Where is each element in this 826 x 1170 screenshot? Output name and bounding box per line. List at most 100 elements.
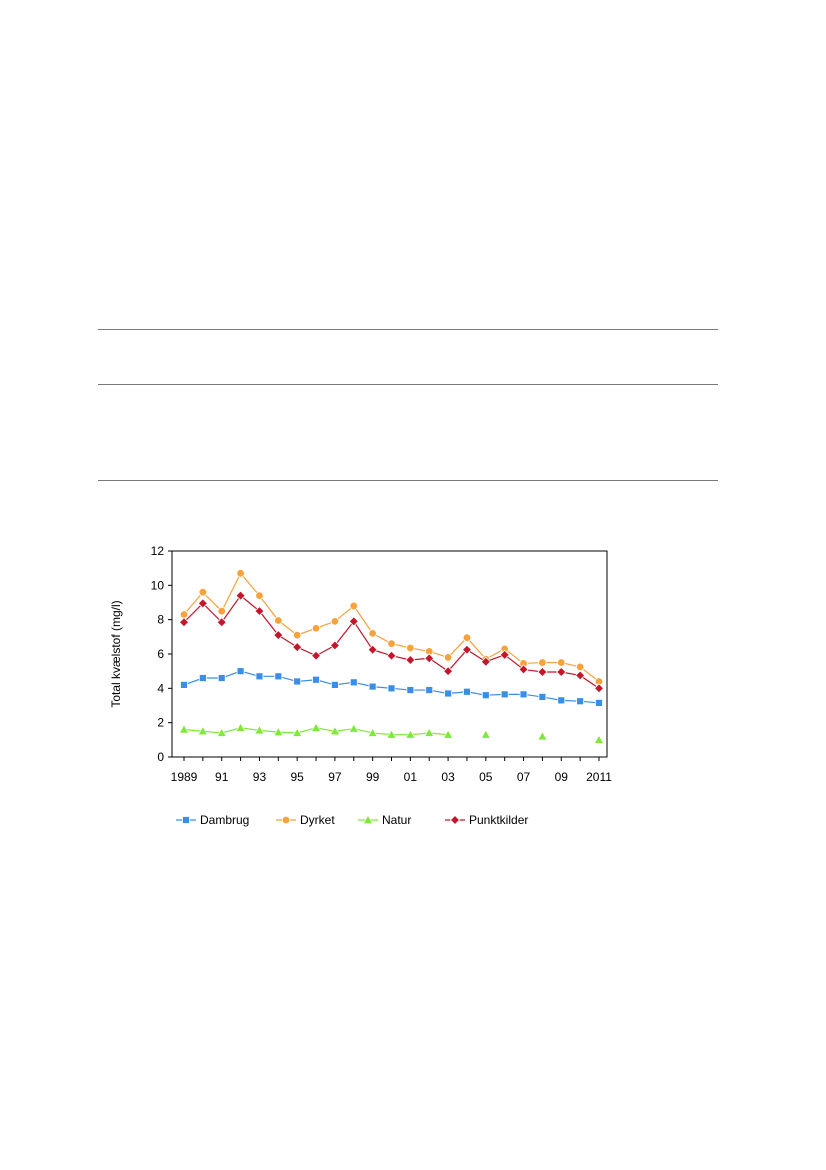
data-point-dambrug [500, 690, 509, 699]
y-tick-label: 8 [157, 613, 164, 627]
data-point-dambrug [481, 691, 490, 700]
data-point-natur [405, 729, 416, 739]
data-point-dyrket [236, 569, 245, 578]
data-point-punktkilder [480, 656, 491, 667]
x-tick-label: 09 [555, 770, 569, 784]
data-point-natur [329, 726, 340, 736]
data-point-punktkilder [254, 606, 265, 617]
y-tick-label: 2 [157, 716, 164, 730]
legend-marker-dambrug [182, 816, 190, 824]
data-point-punktkilder [329, 640, 340, 651]
data-point-natur [216, 727, 227, 737]
data-point-dambrug [331, 681, 339, 689]
series-dyrket [179, 569, 604, 686]
data-point-punktkilder [518, 664, 529, 675]
data-point-natur [348, 723, 359, 733]
data-point-natur [197, 726, 208, 736]
data-point-dambrug [312, 675, 320, 684]
data-point-natur [537, 731, 548, 741]
data-point-dambrug [274, 672, 283, 681]
data-point-punktkilder [537, 666, 548, 678]
data-point-natur [480, 729, 491, 739]
data-point-dyrket [575, 662, 585, 672]
data-point-dyrket [387, 639, 396, 648]
table-bottom-rule [98, 480, 718, 481]
data-point-natur [273, 726, 284, 736]
table-header-rule [98, 384, 718, 385]
data-point-dambrug [463, 687, 471, 696]
data-point-natur [443, 729, 454, 739]
x-tick-label: 01 [404, 770, 418, 784]
data-point-dambrug [368, 682, 377, 691]
series-dambrug [180, 667, 603, 707]
data-point-dambrug [557, 696, 566, 705]
x-tick-label: 95 [291, 770, 305, 784]
data-point-dambrug [538, 693, 547, 701]
x-tick-label: 1989 [171, 770, 198, 784]
legend-item-punktkilder: Punktkilder [445, 813, 528, 827]
data-point-dambrug [387, 684, 396, 693]
data-point-punktkilder [575, 670, 586, 681]
data-point-dyrket [557, 658, 566, 667]
data-point-dambrug [217, 674, 226, 682]
data-point-dyrket [462, 633, 472, 642]
data-point-dyrket [198, 588, 208, 597]
legend-label-dambrug: Dambrug [200, 813, 249, 827]
legend-label-dyrket: Dyrket [300, 813, 335, 827]
data-point-dambrug [198, 674, 207, 682]
data-point-dyrket [292, 630, 302, 640]
data-point-natur [235, 722, 246, 732]
data-point-dambrug [293, 677, 302, 686]
x-tick-label: 97 [328, 770, 342, 784]
data-point-dambrug [519, 690, 528, 699]
legend-item-dambrug: Dambrug [176, 813, 249, 827]
x-tick-label: 05 [479, 770, 493, 784]
data-point-dambrug [255, 672, 264, 681]
data-point-natur [292, 727, 303, 737]
series-line-dyrket [183, 572, 600, 682]
legend-marker-dyrket [281, 815, 291, 825]
y-tick-label: 4 [157, 681, 164, 695]
data-point-punktkilder [197, 598, 208, 609]
y-tick-label: 0 [157, 750, 164, 764]
y-tick-label: 10 [151, 578, 165, 592]
data-point-punktkilder [310, 650, 322, 661]
data-point-dyrket [349, 601, 358, 611]
data-point-dambrug [444, 689, 452, 698]
y-axis-title: Total kvælstof (mg/l) [109, 600, 123, 707]
data-point-punktkilder [461, 644, 473, 655]
data-point-natur [254, 725, 265, 735]
data-point-natur [311, 722, 322, 732]
legend-marker-natur [362, 814, 374, 824]
data-point-natur [424, 727, 435, 737]
data-point-dambrug [236, 667, 245, 676]
x-tick-label: 91 [215, 770, 229, 784]
data-point-punktkilder [292, 642, 303, 653]
data-point-dyrket [274, 616, 283, 625]
data-point-dambrug [349, 678, 358, 687]
data-point-punktkilder [499, 649, 510, 660]
data-point-dyrket [311, 624, 321, 633]
data-point-punktkilder [593, 683, 605, 694]
data-point-natur [178, 724, 190, 734]
data-point-dyrket [406, 643, 415, 653]
data-point-dambrug [180, 681, 188, 689]
data-point-dambrug [576, 697, 585, 706]
data-point-punktkilder [235, 590, 246, 601]
y-tick-label: 6 [157, 647, 164, 661]
table-top-rule [98, 329, 718, 330]
data-point-punktkilder [273, 630, 284, 641]
x-tick-label: 07 [517, 770, 531, 784]
series-punktkilder [178, 590, 605, 694]
data-point-punktkilder [178, 617, 190, 628]
data-point-punktkilder [348, 616, 359, 627]
legend-label-punktkilder: Punktkilder [469, 813, 528, 827]
data-point-punktkilder [216, 617, 227, 628]
legend-label-natur: Natur [382, 813, 411, 827]
data-point-natur [367, 727, 378, 737]
data-point-punktkilder [386, 650, 397, 661]
x-tick-label: 03 [441, 770, 455, 784]
data-point-dambrug [425, 686, 434, 694]
legend-item-natur: Natur [358, 813, 411, 827]
